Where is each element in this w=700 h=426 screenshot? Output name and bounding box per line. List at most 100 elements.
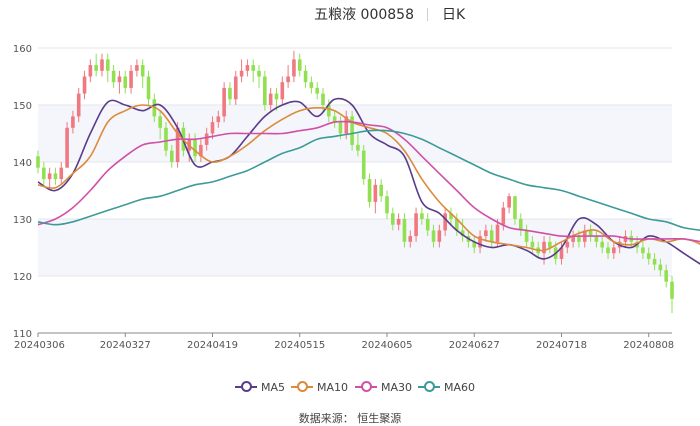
candle-body [542,241,546,254]
candle-body [228,87,232,100]
candle-body [332,116,337,123]
candle-body [518,219,523,231]
candle-body [140,65,145,77]
candle-body [303,70,308,83]
candle-body [454,219,459,231]
legend: MA5 MA10 MA30 MA60 [0,378,700,396]
candles [36,50,674,314]
candle-body [327,105,331,117]
candle-body [71,116,75,128]
candle-body [59,167,64,180]
grid-band [38,219,672,276]
candle-body [408,236,413,242]
candle-body [594,236,599,242]
legend-marker-ma30 [355,381,377,392]
x-tick-label: 20240515 [274,340,325,351]
candle-body [373,184,378,202]
candle-body [379,184,383,197]
candle-body [361,150,366,180]
candle-body [65,127,69,168]
x-tick-label: 20240627 [449,340,500,351]
candle-body [158,116,162,128]
candle-body [175,127,180,162]
candle-body [658,264,663,271]
candle-body [245,65,250,71]
candle-body [600,241,605,248]
candle-body [612,247,616,254]
candle-body [344,116,349,134]
candle-body [321,93,325,105]
data-source: 数据来源： 恒生聚源 [298,412,402,425]
candle-body [559,247,564,259]
candle-body [280,82,285,100]
candle-body [565,241,570,248]
candle-body [76,93,81,117]
candle-body [135,65,139,71]
ma5-line [37,97,700,265]
legend-marker-ma10 [291,381,313,392]
candle-body [268,93,273,105]
candle-body [100,59,104,71]
candle-body [391,213,395,225]
candle-body [53,173,58,180]
title-separator [427,8,428,21]
candle-body [123,76,128,88]
candle-body [443,213,447,231]
candle-body [338,122,343,134]
x-tick-label: 20240605 [362,340,413,351]
legend-item-ma5[interactable]: MA5 [235,378,285,396]
candle-body [309,82,314,88]
candle-body [251,65,256,71]
stock-name-label: 五粮液 000858 [314,7,414,23]
legend-item-ma60[interactable]: MA60 [418,378,475,396]
candle-body [652,258,657,265]
candle-body [82,76,87,94]
candle-body [524,230,529,242]
legend-item-ma10[interactable]: MA10 [291,378,348,396]
candle-body [484,230,488,237]
candle-body [402,219,407,242]
y-axis: 110 120 130 140 150 160 [13,44,32,340]
x-tick-label: 20240327 [100,340,151,351]
candle-body [571,236,575,242]
candle-body [129,70,133,88]
candle-body [216,116,221,123]
candle-body [356,144,360,151]
grid-lines [38,47,672,334]
candle-body [233,76,238,100]
grid-bands [38,105,672,276]
candle-body [414,213,418,237]
candle-body [111,70,116,83]
legend-marker-ma5 [235,381,257,392]
candle-body [385,196,389,214]
legend-label-ma10: MA10 [317,380,349,394]
candle-body [646,253,651,259]
candle-body [472,241,477,248]
candle-body [396,219,401,225]
candle-body [425,219,430,231]
candle-body [431,230,436,242]
candle-body [94,65,98,71]
ma-lines [37,97,700,265]
candle-body [47,173,52,180]
candle-body [292,59,296,77]
legend-item-ma30[interactable]: MA30 [355,378,412,396]
x-tick-label: 20240808 [623,340,674,351]
candle-body [239,70,244,77]
y-tick-label: 150 [13,101,32,112]
candle-body [623,236,628,242]
y-tick-label: 120 [13,272,32,283]
period-label: 日K [442,7,466,23]
candle-body [449,213,453,219]
candle-body [530,241,535,248]
candle-body [577,236,581,242]
candle-body [263,76,267,105]
legend-label-ma60: MA60 [444,380,476,394]
x-axis: 20240306 20240327 20240419 20240515 20240605… [14,333,674,351]
candle-body [286,76,290,83]
candle-body [641,247,645,254]
candle-body [478,236,482,248]
candle-body [513,196,517,219]
candle-body [297,59,302,71]
